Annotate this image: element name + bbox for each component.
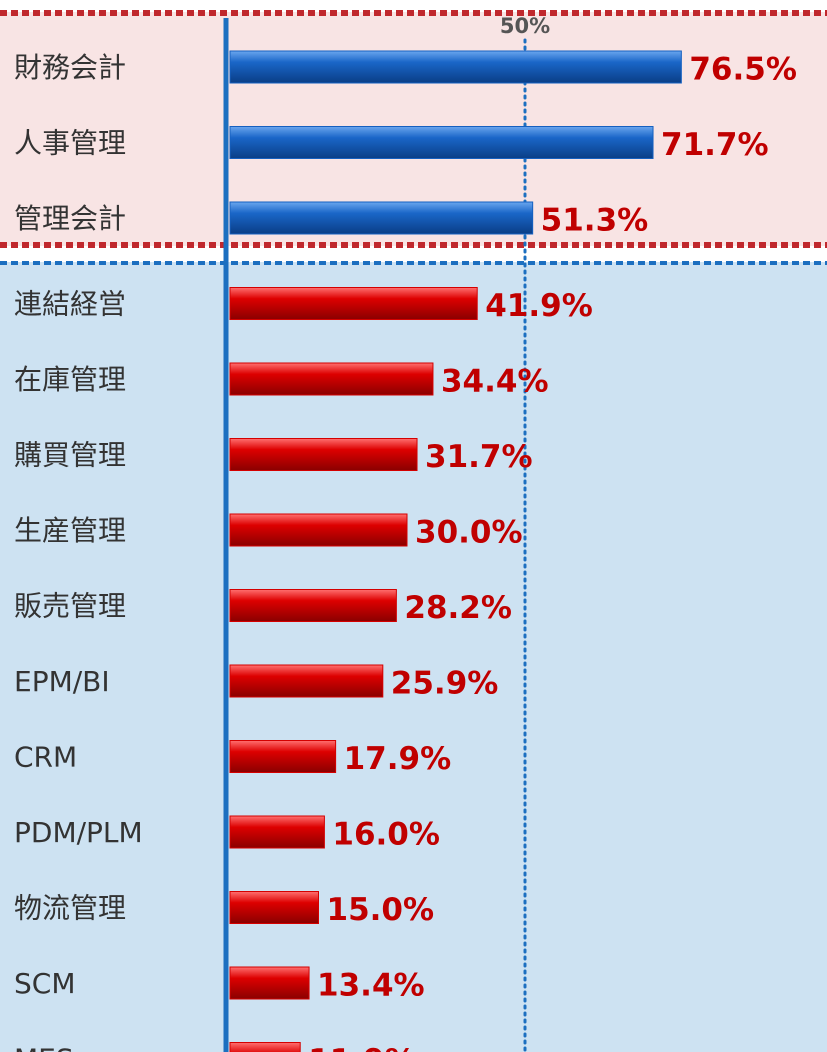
category-label: 連結経営 bbox=[14, 288, 126, 321]
bar bbox=[229, 966, 310, 1000]
value-label: 15.0% bbox=[327, 892, 435, 928]
value-label: 41.9% bbox=[485, 288, 593, 324]
category-label: 販売管理 bbox=[14, 590, 126, 623]
category-label: SCM bbox=[14, 967, 75, 1000]
category-label: PDM/PLM bbox=[14, 816, 143, 849]
value-label: 11.9% bbox=[308, 1043, 416, 1052]
category-label: MES bbox=[14, 1043, 74, 1052]
bar bbox=[229, 362, 434, 396]
category-label: CRM bbox=[14, 741, 77, 774]
value-label: 71.7% bbox=[661, 127, 769, 163]
value-label: 25.9% bbox=[391, 666, 499, 702]
value-label: 34.4% bbox=[441, 364, 549, 400]
category-label: 購買管理 bbox=[14, 439, 126, 472]
value-label: 30.0% bbox=[415, 515, 523, 551]
bar bbox=[229, 589, 397, 622]
value-label: 51.3% bbox=[541, 203, 649, 239]
bar bbox=[229, 287, 478, 320]
bar bbox=[229, 1042, 301, 1052]
bar bbox=[229, 664, 384, 698]
category-label: 人事管理 bbox=[14, 127, 126, 160]
category-label: 管理会計 bbox=[14, 202, 126, 235]
bar bbox=[229, 740, 337, 773]
value-label: 17.9% bbox=[344, 741, 452, 777]
x-tick-label: 50% bbox=[500, 14, 550, 38]
value-label: 16.0% bbox=[332, 817, 440, 853]
bar bbox=[229, 815, 325, 849]
bar bbox=[229, 891, 319, 924]
value-label: 31.7% bbox=[425, 439, 533, 475]
bar bbox=[229, 438, 418, 471]
category-label: 物流管理 bbox=[14, 892, 126, 925]
value-label: 28.2% bbox=[404, 590, 512, 626]
category-label: 生産管理 bbox=[14, 514, 126, 547]
value-label: 76.5% bbox=[689, 52, 797, 88]
bar bbox=[229, 201, 534, 235]
bar bbox=[229, 50, 682, 84]
category-label: 財務会計 bbox=[14, 51, 126, 84]
bar bbox=[229, 513, 408, 547]
value-label: 13.4% bbox=[317, 968, 425, 1004]
bar bbox=[229, 126, 654, 159]
category-label: EPM/BI bbox=[14, 665, 110, 698]
category-label: 在庫管理 bbox=[14, 363, 126, 396]
